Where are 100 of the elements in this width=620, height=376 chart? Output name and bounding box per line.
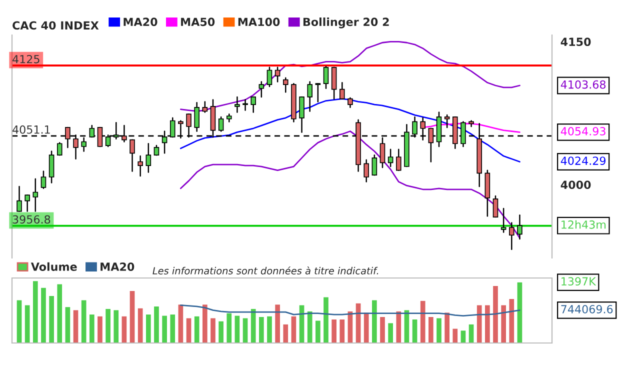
bar xyxy=(186,318,192,343)
candlestick xyxy=(242,99,248,111)
candlestick xyxy=(517,214,522,240)
bar xyxy=(202,304,208,343)
bar xyxy=(73,310,78,343)
y-tick-label: 4000 xyxy=(560,180,591,189)
bar xyxy=(275,304,280,343)
bar xyxy=(32,281,38,343)
text: 1397K xyxy=(562,277,596,286)
bar xyxy=(332,319,336,343)
candlestick xyxy=(146,143,152,173)
bar xyxy=(49,296,54,343)
candlestick xyxy=(315,82,321,102)
bar xyxy=(316,320,320,343)
candlestick xyxy=(282,77,288,93)
legend-label: MA20 xyxy=(124,18,158,26)
bar xyxy=(178,304,184,343)
bar xyxy=(218,321,224,343)
candlestick xyxy=(266,66,272,88)
bar xyxy=(372,300,377,343)
candlestick xyxy=(24,194,30,212)
bar xyxy=(468,324,474,343)
candlestick xyxy=(323,66,329,89)
bar xyxy=(436,318,442,343)
bar xyxy=(210,318,216,343)
candlestick xyxy=(32,178,38,212)
text: 4103.68 xyxy=(560,80,606,89)
bar xyxy=(517,282,522,343)
candlestick xyxy=(274,66,280,82)
candlestick xyxy=(339,82,345,100)
ref-line-label: 3956.8 xyxy=(12,215,50,224)
line-series xyxy=(180,130,520,239)
candlestick xyxy=(138,155,143,177)
bar xyxy=(98,316,102,343)
candlestick xyxy=(444,114,450,128)
legend-label: MA20 xyxy=(100,262,134,271)
bar xyxy=(509,299,514,343)
bar xyxy=(89,314,94,343)
bar xyxy=(242,318,248,343)
legend-label: MA50 xyxy=(181,18,215,26)
legend-label: MA100 xyxy=(238,18,280,26)
candlestick xyxy=(40,170,46,190)
bar xyxy=(154,306,159,343)
y-tick-label: 4150 xyxy=(560,38,591,46)
bar xyxy=(388,323,393,343)
candlestick xyxy=(56,142,62,156)
bar xyxy=(138,308,143,343)
candlestick xyxy=(492,195,498,218)
text: 4024.29 xyxy=(560,156,606,165)
bar xyxy=(283,324,288,343)
ref-line-label: 4125 xyxy=(12,54,40,64)
bar xyxy=(476,305,482,343)
ref-line-label: 4051.1 xyxy=(12,125,50,134)
text: 744069.6 xyxy=(561,305,613,314)
candlestick xyxy=(194,102,200,132)
candlestick xyxy=(364,159,369,182)
legend-label: Bollinger 20 2 xyxy=(303,17,389,28)
candlestick xyxy=(396,148,402,171)
candlestick xyxy=(372,154,378,176)
candlestick xyxy=(509,222,514,250)
candlestick xyxy=(388,148,394,168)
bar xyxy=(146,314,151,343)
bar xyxy=(396,311,402,343)
bar xyxy=(291,316,296,343)
bar xyxy=(444,312,450,343)
candlestick xyxy=(234,96,240,113)
bar xyxy=(267,316,272,343)
bar xyxy=(485,305,490,343)
bar xyxy=(57,284,62,343)
text: Les informations sont données à titre indicatif. xyxy=(152,266,378,274)
text: 4054.93 xyxy=(560,127,606,136)
bar xyxy=(412,319,418,343)
candlestick xyxy=(154,144,160,156)
bar xyxy=(41,288,46,343)
bar xyxy=(106,308,110,343)
candlestick xyxy=(250,96,256,113)
candlestick xyxy=(348,97,353,108)
bar xyxy=(460,330,466,343)
candlestick xyxy=(299,96,304,133)
bar xyxy=(493,286,498,343)
bar xyxy=(324,297,328,343)
candlestick xyxy=(130,139,135,172)
bar xyxy=(307,311,312,343)
bar xyxy=(428,317,434,343)
bar xyxy=(114,310,119,343)
bar xyxy=(162,316,167,343)
bar xyxy=(170,314,176,343)
bar xyxy=(81,300,86,343)
bar xyxy=(122,316,127,343)
bar xyxy=(501,305,506,343)
bar xyxy=(420,300,426,343)
chart-title: CAC 40 INDEX xyxy=(12,21,99,30)
bar xyxy=(65,307,70,343)
candlestick xyxy=(218,116,224,132)
candlestick xyxy=(202,101,208,113)
bar xyxy=(234,316,240,343)
bar xyxy=(364,312,369,343)
bar xyxy=(258,317,264,343)
bar xyxy=(380,317,385,343)
bar xyxy=(130,291,135,343)
